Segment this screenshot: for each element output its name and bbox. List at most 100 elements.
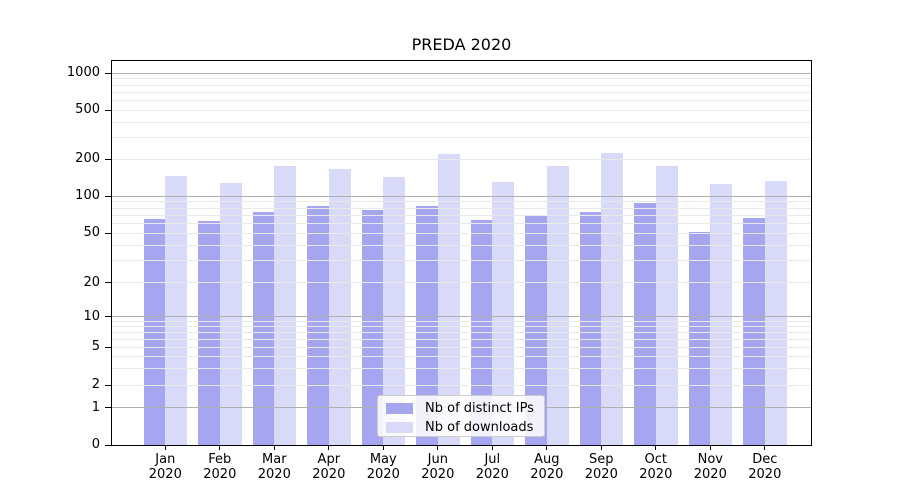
x-tick-mark (437, 445, 439, 450)
grid-line-minor (112, 331, 811, 333)
x-tick-mark (273, 445, 275, 450)
grid-line-minor (112, 346, 811, 348)
grid-line-minor (112, 91, 811, 93)
y-tick-label: 500 (75, 102, 100, 117)
grid-line-minor (112, 367, 811, 369)
bar-distinct-ips-feb (198, 221, 220, 445)
x-tick-mark (328, 445, 330, 450)
y-tick-label: 50 (83, 225, 100, 241)
chart-title: PREDA 2020 (411, 35, 512, 54)
x-tick-label-jan: Jan 2020 (148, 452, 182, 482)
grid-line-minor (112, 99, 811, 101)
grid-line-minor (112, 158, 811, 160)
bar-downloads-apr (328, 168, 351, 445)
bar-distinct-ips-may (361, 210, 384, 445)
bar-downloads-jun (437, 154, 460, 445)
y-tick-mark (105, 316, 112, 318)
x-tick-label-oct: Oct 2020 (639, 452, 673, 482)
x-tick-label-dec: Dec 2020 (748, 452, 782, 482)
x-tick-mark (382, 445, 384, 450)
legend-label-downloads: Nb of downloads (425, 420, 534, 435)
x-tick-label-mar: Mar 2020 (257, 452, 291, 482)
bar-downloads-feb (219, 182, 242, 445)
bar-distinct-ips-oct (634, 202, 656, 445)
grid-line-minor (112, 384, 811, 386)
x-tick-label-sep: Sep 2020 (584, 452, 618, 482)
grid-line-minor (112, 214, 811, 216)
y-tick-mark (105, 282, 112, 284)
bar-downloads-nov (710, 183, 733, 445)
x-tick-mark (164, 445, 166, 450)
legend: Nb of distinct IPs Nb of downloads (377, 395, 545, 437)
y-tick-mark (105, 72, 112, 74)
y-tick-mark (105, 407, 112, 409)
grid-line-minor (112, 320, 811, 322)
y-tick-label: 10 (83, 308, 100, 324)
legend-item-downloads: Nb of downloads (378, 418, 544, 437)
x-tick-mark (709, 445, 711, 450)
x-tick-mark (655, 445, 657, 450)
y-tick-label: 100 (75, 188, 100, 204)
bar-downloads-jan (165, 175, 188, 445)
bar-distinct-ips-dec (743, 217, 765, 445)
grid-line-major (112, 316, 811, 318)
grid-line-minor (112, 109, 811, 111)
x-tick-label-apr: Apr 2020 (312, 452, 346, 482)
x-tick-label-jul: Jul 2020 (475, 452, 509, 482)
y-tick-mark (105, 444, 112, 446)
grid-line-minor (112, 201, 811, 203)
y-tick-mark (105, 384, 112, 386)
grid-line-minor (112, 326, 811, 328)
bar-downloads-dec (764, 181, 787, 445)
bar-distinct-ips-mar (252, 211, 275, 445)
y-tick-mark (105, 158, 112, 160)
plot-area (111, 60, 812, 446)
grid-line-minor (112, 137, 811, 138)
bar-downloads-sep (601, 153, 624, 445)
x-tick-mark (491, 445, 493, 450)
y-tick-label: 200 (75, 151, 100, 167)
x-tick-label-nov: Nov 2020 (693, 452, 727, 482)
x-tick-label-may: May 2020 (366, 452, 400, 482)
x-tick-label-jun: Jun 2020 (421, 452, 455, 482)
bar-distinct-ips-nov (688, 232, 711, 445)
x-tick-label-aug: Aug 2020 (530, 452, 564, 482)
x-tick-mark (764, 445, 766, 450)
grid-line-minor (112, 121, 811, 123)
y-tick-label: 20 (83, 274, 100, 290)
grid-line-minor (112, 207, 811, 209)
bar-distinct-ips-aug (525, 215, 547, 445)
y-tick-mark (105, 109, 112, 111)
legend-swatch-distinct-ips (386, 403, 413, 414)
y-tick-label: 1 (91, 399, 100, 415)
grid-line-minor (112, 78, 811, 80)
bar-downloads-mar (274, 166, 297, 445)
grid-line-minor (112, 356, 811, 357)
grid-line-minor (112, 282, 811, 284)
grid-line-minor (112, 223, 811, 225)
bar-downloads-oct (655, 165, 678, 445)
y-tick-label: 5 (91, 339, 100, 355)
grid-line-major (112, 195, 811, 197)
bar-downloads-aug (546, 165, 569, 445)
y-tick-label: 1000 (66, 65, 100, 81)
legend-swatch-downloads (386, 422, 413, 433)
y-tick-label: 0 (91, 437, 100, 452)
x-tick-mark (219, 445, 221, 450)
grid-line-minor (112, 244, 811, 246)
y-tick-mark (105, 195, 112, 197)
grid-line-minor (112, 84, 811, 86)
y-tick-mark (105, 346, 112, 348)
bar-distinct-ips-sep (579, 211, 602, 445)
y-tick-label: 2 (91, 377, 100, 392)
grid-line-minor (112, 232, 811, 234)
bar-downloads-may (383, 177, 406, 445)
grid-line-minor (112, 338, 811, 340)
x-tick-mark (546, 445, 548, 450)
legend-item-distinct-ips: Nb of distinct IPs (378, 399, 544, 418)
bar-downloads-jul (492, 181, 515, 445)
grid-line-major (112, 72, 811, 74)
grid-line-minor (112, 260, 811, 262)
y-tick-mark (105, 232, 112, 234)
